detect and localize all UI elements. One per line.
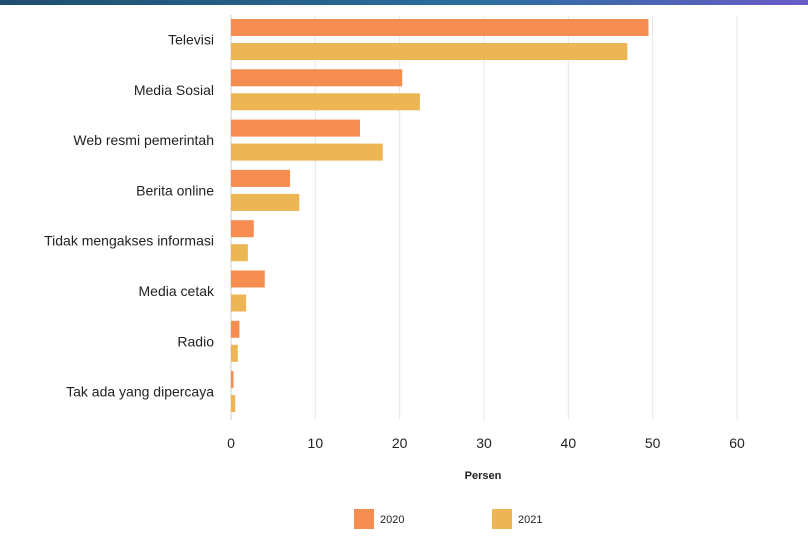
legend-swatch-2021: [492, 509, 512, 529]
bar-2020-4: [231, 220, 254, 238]
x-tick-label: 10: [308, 435, 324, 451]
bar-2020-5: [231, 270, 265, 288]
category-label: Tidak mengakses informasi: [44, 233, 214, 249]
bar-2021-4: [231, 244, 248, 262]
legend-swatch-2020: [354, 509, 374, 529]
legend-label-2020: 2020: [380, 514, 404, 526]
x-tick-label: 0: [227, 435, 235, 451]
x-tick-label: 20: [392, 435, 408, 451]
bar-2020-2: [231, 119, 361, 137]
bar-2020-7: [231, 371, 234, 389]
x-tick-label: 60: [729, 435, 745, 451]
category-label: Tak ada yang dipercaya: [66, 384, 214, 400]
bars: [231, 19, 649, 413]
x-tick-label: 30: [476, 435, 492, 451]
x-tick-label: 50: [645, 435, 661, 451]
category-labels: Televisi Media Sosial Web resmi pemerintah…: [44, 32, 215, 400]
bar-2021-2: [231, 143, 383, 161]
bar-2021-5: [231, 294, 247, 312]
legend-label-2021: 2021: [518, 514, 542, 526]
x-axis-title: Persen: [465, 470, 502, 482]
bar-2021-3: [231, 193, 300, 211]
bar-2021-6: [231, 344, 238, 362]
bar-2021-7: [231, 395, 236, 413]
legend: 2020 2021: [354, 509, 542, 529]
category-label: Media cetak: [139, 283, 215, 299]
category-label: Berita online: [136, 182, 214, 198]
bar-2021-1: [231, 93, 420, 111]
bar-2020-0: [231, 19, 649, 36]
top-accent-strip: [0, 0, 808, 5]
category-label: Radio: [177, 333, 214, 349]
bar-2020-3: [231, 169, 291, 187]
category-label: Televisi: [168, 32, 214, 48]
x-tick-label: 40: [561, 435, 577, 451]
bar-2020-6: [231, 320, 240, 338]
bar-2020-1: [231, 69, 403, 87]
x-tick-labels: 0 10 20 30 40 50 60: [227, 435, 745, 451]
category-label: Web resmi pemerintah: [73, 132, 214, 148]
bar-2021-0: [231, 43, 628, 60]
category-label: Media Sosial: [134, 82, 214, 98]
